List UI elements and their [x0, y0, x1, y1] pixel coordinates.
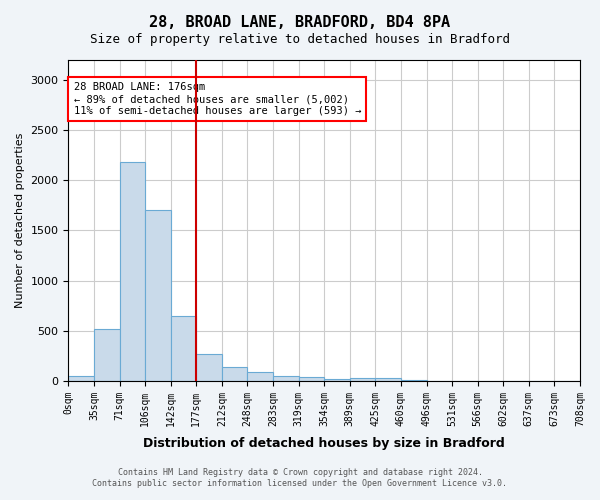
Text: Size of property relative to detached houses in Bradford: Size of property relative to detached ho…	[90, 32, 510, 46]
Bar	[350, 378, 376, 381]
Text: 28, BROAD LANE, BRADFORD, BD4 8PA: 28, BROAD LANE, BRADFORD, BD4 8PA	[149, 15, 451, 30]
Text: Contains HM Land Registry data © Crown copyright and database right 2024.
Contai: Contains HM Land Registry data © Crown c…	[92, 468, 508, 487]
Bar	[68, 376, 94, 381]
Bar	[376, 378, 401, 381]
Bar	[171, 316, 196, 381]
Y-axis label: Number of detached properties: Number of detached properties	[15, 133, 25, 308]
Bar	[222, 367, 247, 381]
Bar	[196, 354, 222, 381]
Bar	[299, 378, 324, 381]
Text: 28 BROAD LANE: 176sqm
← 89% of detached houses are smaller (5,002)
11% of semi-d: 28 BROAD LANE: 176sqm ← 89% of detached …	[74, 82, 361, 116]
Bar	[273, 376, 299, 381]
Bar	[247, 372, 273, 381]
Bar	[94, 329, 119, 381]
Bar	[145, 210, 171, 381]
Bar	[401, 380, 427, 381]
Bar	[324, 380, 350, 381]
X-axis label: Distribution of detached houses by size in Bradford: Distribution of detached houses by size …	[143, 437, 505, 450]
Bar	[119, 162, 145, 381]
